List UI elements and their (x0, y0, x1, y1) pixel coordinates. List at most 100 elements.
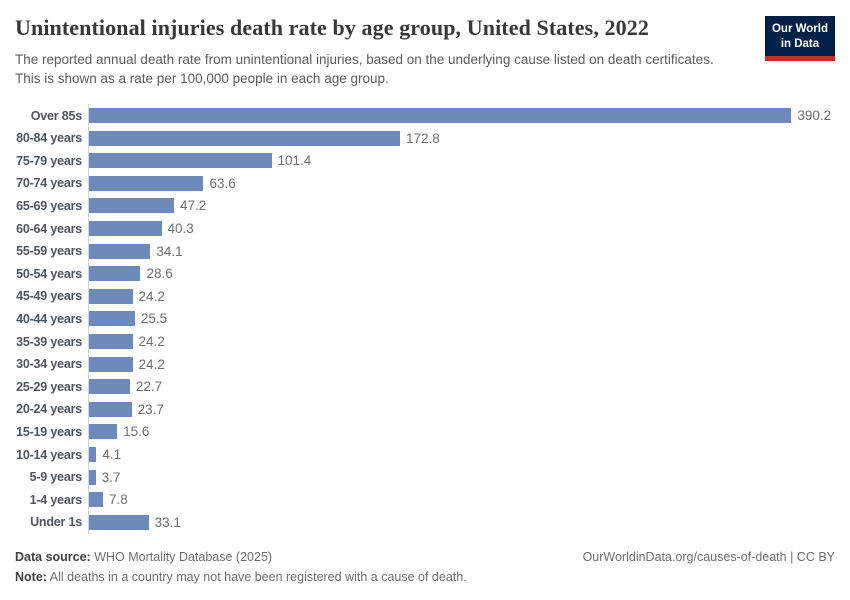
note-value: All deaths in a country may not have bee… (49, 570, 467, 585)
category-label: 55-59 years (16, 244, 82, 259)
logo-line-2: in Data (780, 37, 820, 50)
bar-track: 4.1 (88, 443, 835, 466)
chart-row: 20-24 years 23.7 (15, 398, 835, 421)
chart-row: 55-59 years 34.1 (15, 239, 835, 263)
value-label: 101.4 (277, 153, 312, 169)
chart-header: Unintentional injuries death rate by age… (15, 14, 835, 88)
value-label: 4.1 (102, 447, 122, 463)
bar-chart: Over 85s 390.2 80-84 years 172.8 75-79 years… (15, 104, 835, 534)
bar-track: 7.8 (88, 488, 835, 511)
chart-row: 5-9 years 3.7 (15, 465, 835, 489)
bar-track: 34.1 (88, 239, 835, 263)
bar (89, 198, 174, 214)
bar (89, 334, 133, 350)
bar-track: 24.2 (88, 352, 835, 376)
bar (89, 356, 133, 372)
value-label: 34.1 (156, 243, 183, 259)
category-label: 60-64 years (16, 221, 82, 236)
bar-track: 15.6 (88, 420, 835, 444)
chart-row: 40-44 years 25.5 (15, 307, 835, 331)
bar-track: 25.5 (88, 307, 835, 331)
value-label: 24.2 (138, 356, 165, 372)
footer-left: Data source: WHO Mortality Database (202… (15, 547, 467, 588)
chart-row: 50-54 years 28.6 (15, 262, 835, 286)
category-label: 45-49 years (16, 289, 82, 304)
bar-track: 3.7 (88, 465, 835, 489)
bar (89, 266, 141, 282)
category-label: 80-84 years (16, 131, 82, 146)
chart-footer: Data source: WHO Mortality Database (202… (15, 547, 835, 588)
value-label: 7.8 (109, 492, 128, 508)
bar (89, 153, 272, 169)
bar-track: 63.6 (88, 172, 835, 195)
chart-row: 15-19 years 15.6 (15, 420, 835, 444)
bar (89, 288, 133, 304)
category-label: 75-79 years (16, 153, 82, 168)
bar-track: 33.1 (88, 511, 835, 534)
category-label: 20-24 years (16, 402, 82, 417)
note-line: Note: All deaths in a country may not ha… (15, 567, 467, 588)
bar (89, 447, 97, 463)
value-label: 24.2 (138, 288, 165, 304)
note-label: Note: (15, 570, 47, 585)
title-block: Unintentional injuries death rate by age… (15, 14, 727, 88)
category-label: 5-9 years (29, 470, 83, 485)
category-label: 40-44 years (16, 311, 82, 326)
bar (89, 130, 401, 146)
chart-row: 80-84 years 172.8 (15, 126, 835, 150)
value-label: 28.6 (146, 266, 173, 282)
chart-row: 25-29 years 22.7 (15, 375, 835, 399)
category-label: 25-29 years (16, 379, 82, 394)
value-label: 390.2 (797, 108, 832, 124)
chart-row: 1-4 years 7.8 (15, 488, 835, 511)
data-source-value: WHO Mortality Database (2025) (94, 549, 273, 564)
bar-track: 24.2 (88, 330, 835, 353)
bar-track: 40.3 (88, 217, 835, 240)
value-label: 47.2 (179, 198, 207, 214)
category-label: Over 85s (30, 108, 82, 123)
value-label: 63.6 (209, 175, 236, 191)
chart-row: 10-14 years 4.1 (15, 443, 835, 466)
logo-line-1: Our World (771, 23, 828, 35)
data-source-line: Data source: WHO Mortality Database (202… (15, 547, 467, 568)
category-label: 65-69 years (16, 198, 82, 213)
bar-track: 172.8 (88, 126, 835, 150)
bar (89, 469, 96, 485)
value-label: 3.7 (101, 469, 121, 485)
value-label: 23.7 (137, 401, 164, 417)
bar-track: 390.2 (88, 104, 835, 127)
bar-track: 101.4 (88, 149, 835, 173)
owid-logo: Our World in Data (764, 16, 835, 61)
bar (89, 108, 792, 124)
bar-track: 47.2 (88, 194, 835, 218)
value-label: 33.1 (154, 514, 181, 530)
category-label: 10-14 years (16, 447, 82, 462)
bar (89, 514, 149, 530)
chart-row: Under 1s 33.1 (15, 511, 835, 534)
category-label: Under 1s (30, 515, 82, 530)
bar-track: 22.7 (88, 375, 835, 399)
category-label: 30-34 years (16, 357, 82, 372)
bar (89, 175, 204, 191)
category-label: 1-4 years (29, 492, 83, 507)
value-label: 172.8 (406, 130, 440, 146)
chart-row: 75-79 years 101.4 (15, 149, 835, 173)
bar-track: 23.7 (88, 398, 835, 421)
category-label: 70-74 years (16, 176, 82, 191)
chart-row: 35-39 years 24.2 (15, 330, 835, 353)
bar-track: 28.6 (88, 262, 835, 286)
chart-row: 65-69 years 47.2 (15, 194, 835, 218)
bar-track: 24.2 (88, 285, 835, 308)
bar (89, 492, 104, 508)
value-label: 40.3 (167, 221, 194, 237)
chart-row: 45-49 years 24.2 (15, 285, 835, 308)
page-title: Unintentional injuries death rate by age… (15, 15, 649, 40)
category-label: 35-39 years (16, 334, 82, 349)
chart-row: 60-64 years 40.3 (15, 217, 835, 240)
attribution: OurWorldinData.org/causes-of-death | CC … (582, 549, 835, 564)
chart-row: 70-74 years 63.6 (15, 172, 835, 195)
bar (89, 424, 118, 440)
value-label: 25.5 (140, 311, 168, 327)
bar (89, 311, 135, 327)
